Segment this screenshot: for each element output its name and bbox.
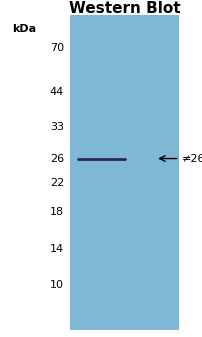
Text: 33: 33 [50,122,64,132]
Text: 14: 14 [49,244,64,254]
Text: kDa: kDa [12,24,36,34]
Text: 18: 18 [49,207,64,217]
Text: ≠26kDa: ≠26kDa [181,154,202,163]
Bar [70,15,178,330]
Text: 70: 70 [49,43,64,53]
Text: 22: 22 [49,178,64,188]
Text: 10: 10 [50,280,64,290]
Text: 44: 44 [49,87,64,97]
Text: Western Blot: Western Blot [69,1,180,16]
Text: 26: 26 [49,154,64,163]
